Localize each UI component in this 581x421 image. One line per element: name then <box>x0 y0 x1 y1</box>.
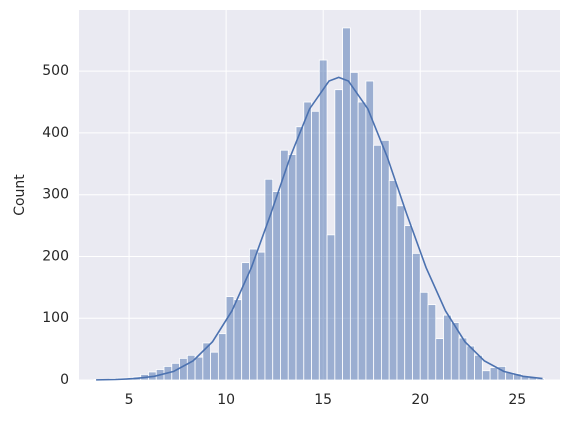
bar <box>435 338 444 381</box>
x-tick-label: 10 <box>217 392 235 408</box>
bar <box>481 370 491 381</box>
bar <box>412 252 421 381</box>
bar <box>443 314 452 381</box>
y-tick-label: 400 <box>42 125 69 141</box>
kde-line <box>96 76 543 381</box>
bar <box>349 71 359 381</box>
bar <box>388 180 398 381</box>
bar <box>303 101 312 381</box>
y-tick-label: 100 <box>42 310 69 326</box>
bar <box>489 367 499 381</box>
bar <box>287 154 297 381</box>
bar <box>256 251 266 381</box>
bar <box>194 356 204 381</box>
bar <box>318 59 328 381</box>
bar <box>357 101 367 381</box>
y-axis-label: Count <box>12 174 28 216</box>
bar <box>334 89 343 381</box>
bar <box>210 351 219 381</box>
bar <box>311 110 320 381</box>
bar <box>272 191 281 381</box>
bar <box>373 144 382 381</box>
bar <box>280 149 289 381</box>
bar <box>474 354 483 381</box>
bar <box>458 337 468 381</box>
y-tick-label: 300 <box>42 187 69 203</box>
bar <box>233 299 243 381</box>
y-tick-label: 0 <box>60 372 69 388</box>
x-tick-label: 25 <box>508 392 526 408</box>
bar <box>365 80 375 381</box>
bar <box>381 139 390 381</box>
bar <box>404 225 413 381</box>
bar <box>295 126 305 381</box>
y-tick-label: 500 <box>42 63 69 79</box>
bar <box>396 205 406 381</box>
bar <box>419 291 429 381</box>
x-tick-label: 15 <box>314 392 332 408</box>
bar <box>217 333 227 381</box>
x-tick-label: 20 <box>411 392 429 408</box>
y-tick-label: 200 <box>42 248 69 264</box>
x-tick-label: 5 <box>125 392 134 408</box>
bar <box>179 357 188 381</box>
bar <box>326 234 336 381</box>
bar <box>427 304 437 381</box>
